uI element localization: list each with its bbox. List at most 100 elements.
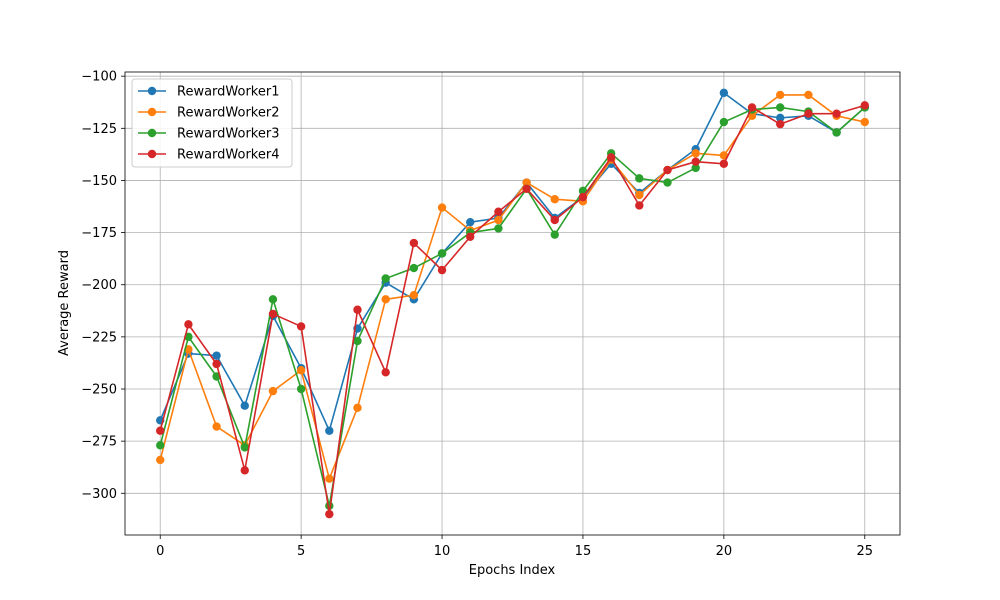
data-point bbox=[381, 295, 390, 304]
data-point bbox=[550, 215, 559, 225]
plot-frame bbox=[124, 71, 901, 536]
series-layer bbox=[156, 88, 869, 519]
data-point bbox=[663, 165, 672, 175]
y-axis-ticks: −300 −275 −250 −225 −200 −175 −150 −125 −100 bbox=[81, 70, 125, 502]
data-point bbox=[437, 249, 447, 258]
data-point bbox=[437, 203, 447, 212]
x-axis-ticks: 0 5 10 15 20 25 bbox=[156, 535, 873, 559]
data-point bbox=[325, 474, 334, 483]
data-point bbox=[719, 151, 729, 160]
data-point bbox=[156, 441, 165, 450]
data-point bbox=[832, 128, 841, 137]
y-axis-label: Average Reward bbox=[57, 250, 72, 356]
data-point bbox=[804, 90, 813, 100]
data-point bbox=[860, 101, 869, 110]
data-point bbox=[466, 232, 475, 241]
data-point bbox=[776, 113, 785, 123]
legend-marker bbox=[147, 128, 157, 138]
data-point bbox=[325, 509, 334, 519]
y-tick-label: −250 bbox=[81, 383, 117, 398]
data-point bbox=[776, 119, 785, 129]
data-point bbox=[522, 184, 531, 193]
data-point bbox=[494, 224, 503, 233]
data-point bbox=[353, 305, 362, 314]
data-point bbox=[353, 336, 362, 346]
data-point bbox=[240, 443, 249, 452]
y-tick-label: −275 bbox=[81, 435, 117, 450]
data-point bbox=[832, 109, 841, 118]
y-tick-label: −175 bbox=[81, 226, 117, 241]
series-line bbox=[159, 94, 865, 480]
y-tick-label: −150 bbox=[81, 174, 117, 189]
data-point bbox=[212, 359, 221, 369]
data-point bbox=[409, 263, 419, 273]
data-point bbox=[635, 174, 644, 183]
y-tick-label: −125 bbox=[81, 122, 117, 137]
data-point bbox=[409, 290, 419, 300]
data-point bbox=[522, 178, 531, 187]
data-point bbox=[606, 153, 616, 162]
data-point bbox=[240, 466, 249, 475]
legend-item: RewardWorker4 bbox=[138, 148, 279, 163]
data-point bbox=[691, 163, 700, 173]
series-line bbox=[159, 106, 866, 507]
data-point bbox=[635, 190, 644, 200]
data-point bbox=[635, 201, 644, 210]
data-point bbox=[381, 368, 390, 377]
data-point bbox=[268, 309, 278, 319]
data-point bbox=[776, 90, 785, 100]
data-point bbox=[719, 117, 729, 127]
data-point bbox=[860, 117, 869, 127]
data-point bbox=[776, 103, 785, 112]
data-point bbox=[437, 265, 447, 275]
data-point bbox=[466, 217, 475, 227]
data-point bbox=[381, 274, 390, 283]
legend-label: RewardWorker4 bbox=[177, 148, 279, 163]
y-tick-label: −200 bbox=[81, 278, 117, 293]
data-point bbox=[804, 109, 813, 118]
data-point bbox=[691, 149, 700, 158]
data-point bbox=[494, 207, 503, 216]
data-point bbox=[550, 195, 559, 204]
data-point bbox=[212, 351, 221, 360]
y-tick-label: −100 bbox=[81, 70, 117, 85]
x-tick-label: 10 bbox=[434, 544, 451, 559]
data-point bbox=[691, 157, 700, 166]
data-point bbox=[663, 178, 672, 187]
y-tick-label: −300 bbox=[81, 487, 117, 502]
data-point bbox=[325, 426, 334, 435]
x-tick-label: 0 bbox=[156, 544, 164, 559]
data-point bbox=[156, 426, 165, 435]
data-point bbox=[296, 322, 306, 331]
grid bbox=[125, 72, 900, 535]
data-point bbox=[578, 192, 588, 202]
legend-marker bbox=[147, 149, 157, 159]
data-point bbox=[719, 88, 729, 98]
series-line bbox=[159, 104, 865, 515]
legend-box bbox=[131, 78, 293, 168]
y-tick-label: −225 bbox=[81, 330, 117, 345]
legend: RewardWorker1 RewardWorker2 RewardWorker3 R… bbox=[131, 78, 293, 168]
data-point bbox=[719, 159, 729, 168]
data-point bbox=[296, 366, 306, 375]
data-point bbox=[494, 215, 503, 225]
x-tick-label: 25 bbox=[856, 544, 873, 559]
data-point bbox=[409, 238, 419, 248]
legend-item: RewardWorker2 bbox=[138, 106, 279, 121]
x-tick-label: 15 bbox=[575, 544, 592, 559]
data-point bbox=[268, 295, 278, 304]
x-tick-label: 5 bbox=[297, 544, 305, 559]
x-axis-label: Epochs Index bbox=[469, 563, 556, 578]
series-rewardworker2 bbox=[156, 90, 869, 483]
legend-label: RewardWorker3 bbox=[177, 127, 279, 142]
data-point bbox=[212, 422, 221, 431]
legend-label: RewardWorker1 bbox=[177, 85, 279, 100]
data-point bbox=[353, 403, 362, 412]
legend-item: RewardWorker1 bbox=[138, 85, 279, 100]
data-point bbox=[156, 455, 165, 465]
series-rewardworker4 bbox=[156, 101, 869, 519]
data-point bbox=[296, 384, 306, 394]
x-tick-label: 20 bbox=[716, 544, 733, 559]
legend-marker bbox=[147, 86, 157, 96]
